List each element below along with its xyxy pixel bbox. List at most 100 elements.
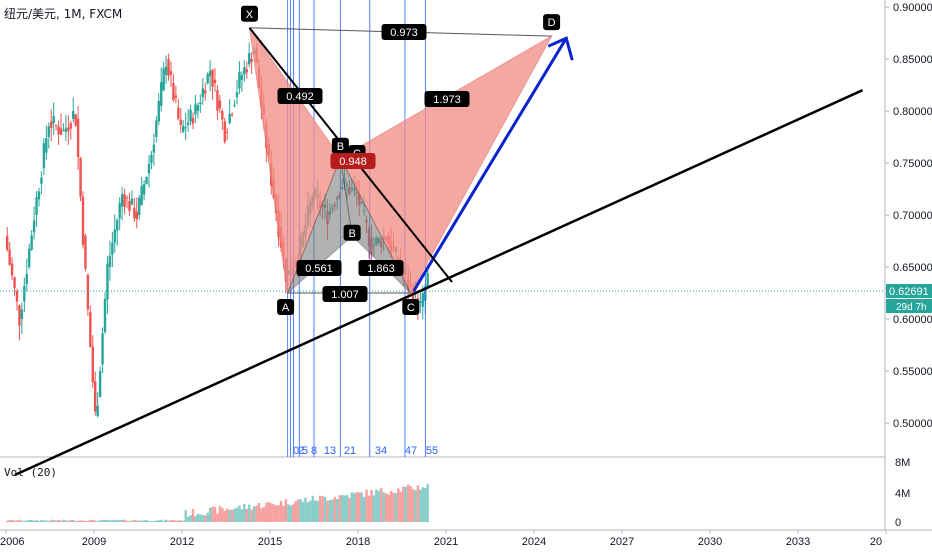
candle-body: [50, 121, 53, 128]
volume-bar: [367, 495, 371, 522]
candle-body: [74, 114, 77, 126]
volume-bar: [189, 515, 192, 522]
volume-bar: [59, 520, 63, 522]
current-price-label: 0.62691: [889, 286, 929, 298]
volume-bar: [72, 519, 75, 522]
volume-bar: [287, 504, 290, 522]
volume-bar: [211, 506, 214, 522]
ratio-xd: 0.973: [390, 27, 418, 39]
volume-bar: [267, 501, 270, 522]
candle-body: [169, 71, 173, 75]
volume-bar: [424, 487, 427, 522]
candle-body: [201, 88, 204, 98]
volume-bar: [47, 520, 50, 522]
volume-bar: [301, 501, 305, 522]
volume-bar: [360, 492, 363, 522]
fib-time-label: 34: [375, 445, 387, 457]
volume-bar: [382, 492, 385, 522]
volume-bar: [57, 520, 60, 522]
volume-bar: [223, 510, 226, 522]
pattern-point-x: X: [246, 9, 254, 21]
volume-bar: [140, 520, 143, 522]
volume-bar: [120, 520, 124, 522]
candle-body: [13, 277, 16, 288]
candle-body: [142, 184, 146, 195]
time-tick-label: 2018: [346, 536, 370, 548]
pattern-point-b-box: [331, 137, 349, 154]
volume-bar: [125, 520, 129, 522]
candle-body: [243, 67, 246, 75]
volume-bar: [152, 520, 156, 522]
candle-body: [182, 126, 185, 132]
volume-bar: [404, 486, 407, 522]
volume-bar: [372, 495, 376, 522]
candle-body: [218, 100, 222, 109]
candle-body: [130, 198, 134, 205]
candle-body: [37, 191, 41, 200]
candle-body: [204, 90, 207, 94]
volume-bar: [384, 493, 388, 522]
candle-body: [221, 111, 224, 120]
volume-bar: [123, 519, 126, 522]
ratio-bd-box: [424, 91, 470, 107]
price-tick-label: 0.65000: [893, 262, 932, 274]
volume-bar: [8, 519, 11, 522]
volume-bar: [160, 519, 163, 522]
volume-bar: [277, 505, 280, 522]
ratio-ac-box: [330, 153, 376, 169]
volume-bar: [167, 520, 170, 522]
volume-bar: [54, 520, 58, 522]
volume-bar: [18, 519, 21, 522]
volume-bar: [252, 506, 256, 522]
volume-bar: [245, 508, 248, 522]
ratio-inner-ab-box: [296, 260, 342, 276]
candle-body: [72, 111, 75, 119]
volume-bar: [343, 495, 346, 522]
volume-bar: [15, 520, 19, 522]
volume-bar: [402, 486, 405, 522]
volume-bar: [248, 504, 251, 522]
volume-bar: [42, 520, 46, 522]
volume-bar: [340, 494, 344, 522]
volume-bar: [28, 519, 31, 522]
candle-body: [147, 163, 151, 174]
candle-body: [208, 70, 212, 77]
volume-bar: [345, 495, 349, 522]
volume-bar: [414, 490, 417, 522]
candle-body: [172, 83, 175, 101]
ratio-xd-box: [381, 24, 427, 40]
candle-body: [228, 113, 231, 124]
volume-bar: [23, 520, 26, 522]
volume-bar: [201, 514, 204, 522]
candle-body: [45, 138, 48, 153]
volume-bar: [399, 491, 402, 522]
fib-time-label: 5: [302, 445, 308, 457]
volume-bar: [182, 520, 185, 522]
pattern-point-x-box: [240, 5, 258, 22]
candle-body: [157, 100, 160, 122]
volume-bar: [32, 520, 36, 522]
candle-body: [128, 201, 131, 211]
volume-bar: [411, 489, 415, 522]
volume-bar: [67, 520, 70, 522]
price-tick-label: 0.80000: [893, 106, 932, 118]
volume-bar: [30, 519, 33, 522]
volume-bar: [10, 519, 14, 522]
volume-bar: [147, 520, 151, 522]
candle-body: [186, 122, 190, 125]
price-tick-label: 0.70000: [893, 210, 932, 222]
candle-body: [233, 105, 236, 107]
volume-bar: [338, 495, 341, 522]
candle-body: [138, 197, 141, 215]
candle-body: [189, 109, 192, 122]
volume-bar: [108, 520, 112, 522]
candle-body: [47, 126, 50, 137]
candle-body: [206, 73, 209, 84]
volume-bar: [331, 499, 334, 522]
candle-body: [155, 120, 158, 137]
ratio-ac: 0.948: [339, 156, 367, 168]
volume-bar: [389, 491, 393, 522]
candle-body: [42, 143, 46, 169]
